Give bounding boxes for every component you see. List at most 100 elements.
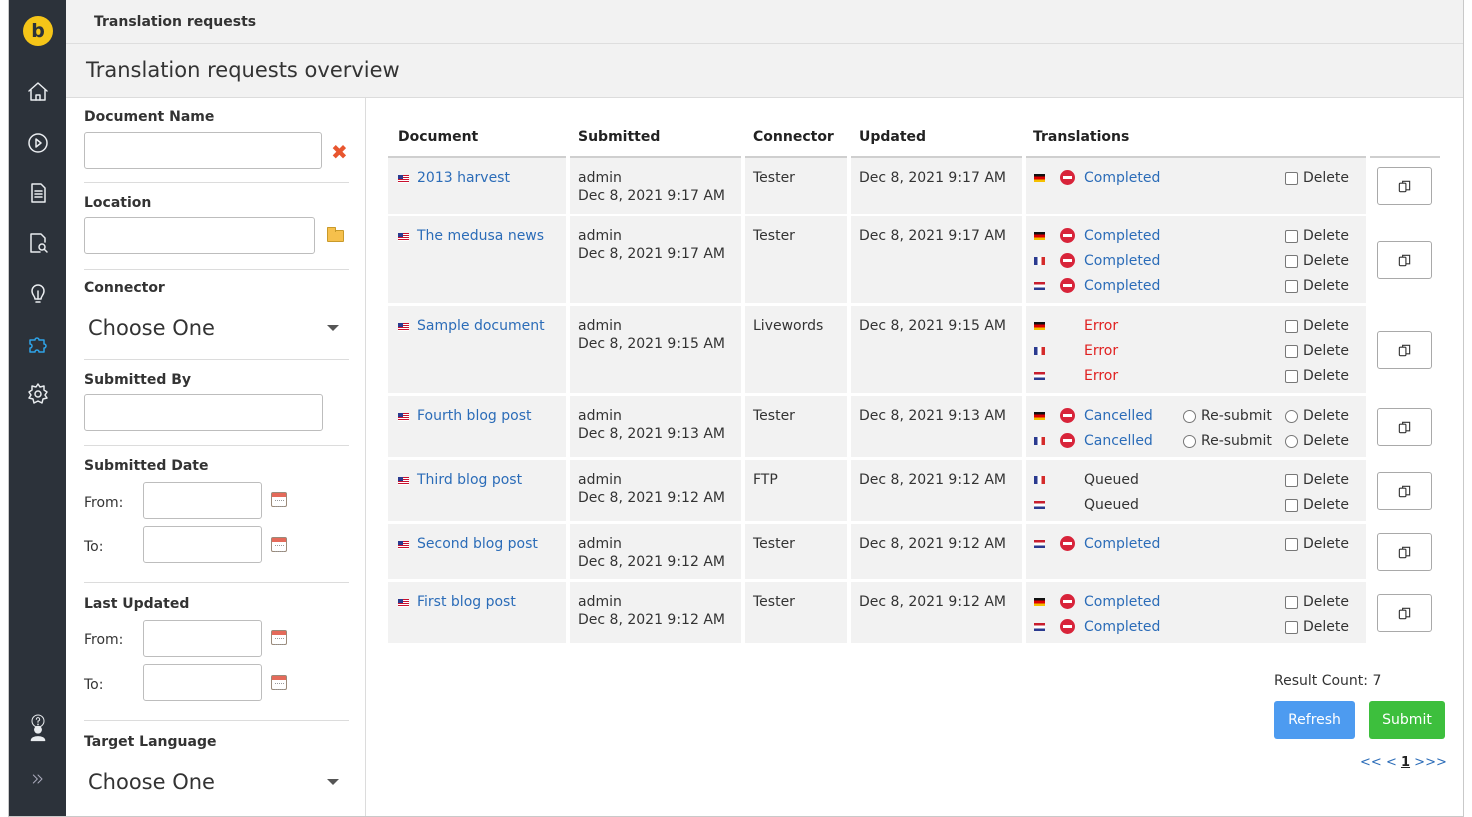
column-header-document[interactable]: Document (398, 129, 479, 145)
document-link[interactable]: Second blog post (417, 536, 538, 552)
copy-button[interactable] (1377, 331, 1432, 369)
nav-rail: b (9, 0, 66, 816)
document-name-input[interactable] (84, 132, 322, 169)
translation-status[interactable]: Completed (1084, 253, 1161, 269)
home-icon[interactable] (9, 72, 66, 112)
copy-button[interactable] (1377, 408, 1432, 446)
pager-first[interactable]: << (1360, 755, 1382, 770)
table-cell (388, 460, 566, 521)
translation-status[interactable]: Cancelled (1084, 408, 1153, 424)
copy-button[interactable] (1377, 167, 1432, 205)
puzzle-icon[interactable] (9, 324, 66, 364)
submit-button[interactable]: Submit (1369, 701, 1445, 739)
calendar-icon[interactable] (271, 492, 287, 507)
brand-logo[interactable]: b (23, 16, 53, 46)
document-link[interactable]: 2013 harvest (417, 170, 510, 186)
translation-status[interactable]: Completed (1084, 536, 1161, 552)
document-link[interactable]: Third blog post (417, 472, 523, 488)
cancel-icon[interactable] (1060, 536, 1075, 551)
pager-next[interactable]: > (1414, 755, 1426, 770)
divider (84, 582, 349, 583)
copy-button[interactable] (1377, 472, 1432, 510)
delete-checkbox[interactable] (1285, 172, 1298, 185)
cancel-icon[interactable] (1060, 170, 1075, 185)
updated-from-input[interactable] (143, 620, 262, 657)
column-header-updated[interactable]: Updated (859, 129, 927, 145)
delete-checkbox[interactable] (1285, 320, 1298, 333)
column-header-submitted[interactable]: Submitted (578, 129, 661, 145)
delete-label: Delete (1303, 497, 1349, 513)
delete-checkbox[interactable] (1285, 370, 1298, 383)
us-flag-icon (398, 599, 409, 607)
translation-status[interactable]: Completed (1084, 278, 1161, 294)
column-header-connector[interactable]: Connector (753, 129, 834, 145)
clear-icon[interactable]: ✖ (331, 140, 348, 164)
translation-status: Error (1084, 343, 1119, 359)
target-language-select[interactable]: Choose One (84, 762, 349, 802)
document-search-icon[interactable] (9, 223, 66, 263)
header-underline (1026, 156, 1366, 158)
delete-checkbox[interactable] (1285, 255, 1298, 268)
cancel-icon[interactable] (1060, 228, 1075, 243)
delete-checkbox[interactable] (1285, 230, 1298, 243)
cancel-icon[interactable] (1060, 278, 1075, 293)
connector-select[interactable]: Choose One (84, 308, 349, 348)
translation-status[interactable]: Completed (1084, 594, 1161, 610)
cancel-icon[interactable] (1060, 433, 1075, 448)
delete-checkbox[interactable] (1285, 474, 1298, 487)
delete-label: Delete (1303, 228, 1349, 244)
cancel-icon[interactable] (1060, 253, 1075, 268)
header-underline (388, 156, 566, 158)
translation-status[interactable]: Completed (1084, 170, 1161, 186)
document-icon[interactable] (9, 173, 66, 213)
document-link[interactable]: Fourth blog post (417, 408, 532, 424)
copy-button[interactable] (1377, 241, 1432, 279)
delete-checkbox[interactable] (1285, 280, 1298, 293)
cancel-icon[interactable] (1060, 619, 1075, 634)
cancel-icon[interactable] (1060, 408, 1075, 423)
copy-icon (1398, 546, 1411, 558)
document-link[interactable]: The medusa news (417, 228, 545, 244)
pager-prev[interactable]: < (1385, 755, 1397, 770)
delete-checkbox[interactable] (1285, 596, 1298, 609)
document-link[interactable]: Sample document (417, 318, 545, 334)
updated-to-input[interactable] (143, 664, 262, 701)
calendar-icon[interactable] (271, 537, 287, 552)
table-cell (745, 396, 847, 457)
lightbulb-icon[interactable] (9, 274, 66, 314)
delete-checkbox[interactable] (1285, 345, 1298, 358)
delete-checkbox[interactable] (1285, 499, 1298, 512)
cancel-icon[interactable] (1060, 594, 1075, 609)
pager-last[interactable]: >> (1425, 755, 1447, 770)
submitted-from-input[interactable] (143, 482, 262, 519)
resubmit-radio[interactable] (1183, 410, 1196, 423)
expand-icon[interactable] (9, 759, 66, 799)
user-icon[interactable] (9, 713, 66, 753)
table-cell (851, 524, 1022, 579)
location-input[interactable] (84, 217, 315, 254)
calendar-icon[interactable] (271, 675, 287, 690)
submitted-to-input[interactable] (143, 526, 262, 563)
breadcrumb[interactable]: Translation requests (94, 14, 257, 30)
delete-checkbox[interactable] (1285, 538, 1298, 551)
table-cell (388, 524, 566, 579)
document-link[interactable]: First blog post (417, 594, 516, 610)
delete-checkbox[interactable] (1285, 621, 1298, 634)
resubmit-radio[interactable] (1183, 435, 1196, 448)
copy-button[interactable] (1377, 533, 1432, 571)
folder-icon[interactable] (327, 227, 344, 242)
translation-status[interactable]: Completed (1084, 619, 1161, 635)
translation-status[interactable]: Completed (1084, 228, 1161, 244)
copy-button[interactable] (1377, 594, 1432, 632)
pager-current[interactable]: 1 (1400, 755, 1411, 770)
gear-icon[interactable] (9, 374, 66, 414)
delete-label: Delete (1303, 368, 1349, 384)
translation-status[interactable]: Cancelled (1084, 433, 1153, 449)
delete-label: Delete (1303, 408, 1349, 424)
submitted-by-input[interactable] (84, 394, 323, 431)
calendar-icon[interactable] (271, 630, 287, 645)
delete-radio[interactable] (1285, 410, 1298, 423)
refresh-button[interactable]: Refresh (1274, 701, 1355, 739)
play-circle-icon[interactable] (9, 123, 66, 163)
delete-radio[interactable] (1285, 435, 1298, 448)
